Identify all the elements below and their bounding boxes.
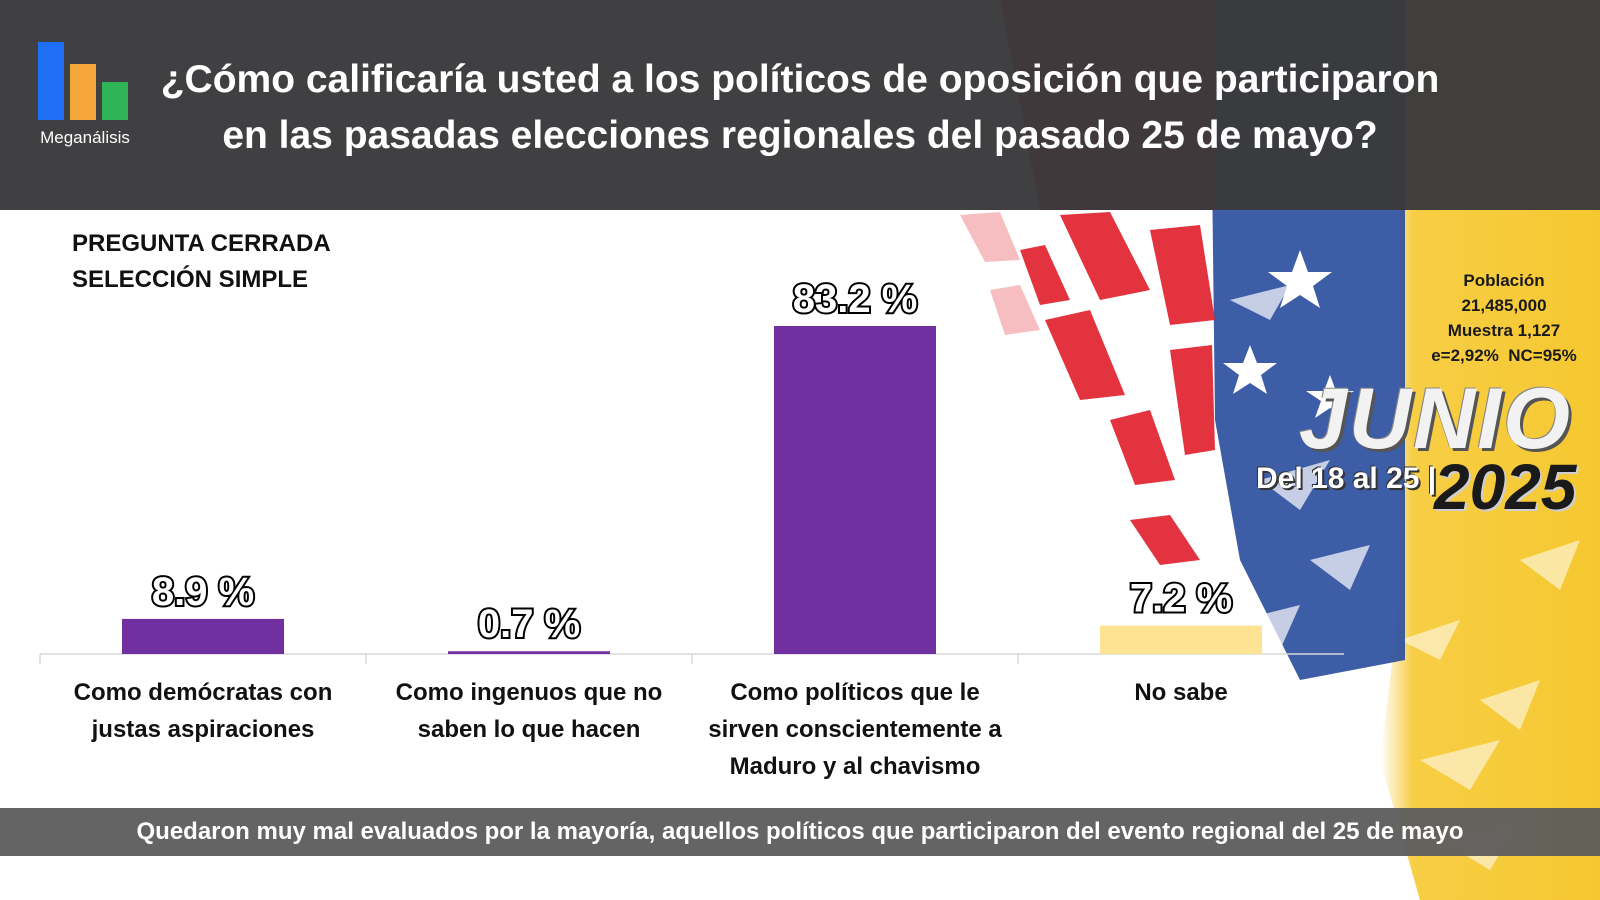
error-margin: e=2,92% NC=95%: [1431, 346, 1577, 365]
category-label-3: Como políticos que le sirven conscienteme…: [708, 679, 1002, 780]
value-label-1: 8.9 %: [152, 570, 254, 614]
muestra: Muestra 1,127: [1447, 321, 1561, 340]
survey-month: JUNIO: [1299, 371, 1572, 467]
category-label-4: No sabe: [1134, 679, 1227, 706]
header-band: Meganálisis ¿Cómo calificaría usted a lo…: [0, 0, 1600, 210]
value-label-4: 7.2 %: [1130, 577, 1232, 621]
bar-4: [1100, 625, 1262, 654]
logo-bar-blue: [38, 42, 64, 120]
bar-chart: 8.9 % Como demócratas con justas aspiracio…: [39, 275, 1344, 780]
survey-period: JUNIO Del 18 al 25 | 2025: [1256, 370, 1600, 523]
survey-year: 2025: [1434, 451, 1577, 523]
bar-1: [122, 618, 284, 654]
survey-info: Población 21,485,000 Muestra 1,127 e=2,9…: [1408, 268, 1600, 368]
question-type: PREGUNTA CERRADA SELECCIÓN SIMPLE: [72, 226, 331, 298]
poblacion-value: 21,485,000: [1461, 296, 1547, 315]
title-line-1: ¿Cómo calificaría usted a los políticos …: [160, 58, 1440, 101]
value-label-2: 0.7 %: [478, 602, 580, 646]
category-label-2: Como ingenuos que no saben lo que hacen: [396, 679, 663, 743]
logo-bar-green: [102, 82, 128, 120]
survey-date-range: Del 18 al 25 |: [1256, 462, 1437, 495]
footer-caption: Quedaron muy mal evaluados por la mayorí…: [0, 808, 1600, 856]
page-title: ¿Cómo calificaría usted a los políticos …: [140, 52, 1460, 164]
bar-3: [774, 326, 936, 654]
logo-text: Meganálisis: [40, 128, 130, 147]
question-type-line-1: PREGUNTA CERRADA: [72, 230, 331, 257]
poblacion-label: Población: [1463, 271, 1545, 290]
question-type-line-2: SELECCIÓN SIMPLE: [72, 266, 309, 293]
category-label-1: Como demócratas con justas aspiraciones: [74, 679, 333, 743]
meganalisis-logo: Meganálisis: [30, 40, 140, 150]
logo-bar-orange: [70, 64, 96, 120]
bar-2: [448, 651, 610, 654]
title-line-2: en las pasadas elecciones regionales del…: [222, 114, 1378, 157]
value-label-3: 83.2 %: [793, 277, 918, 321]
